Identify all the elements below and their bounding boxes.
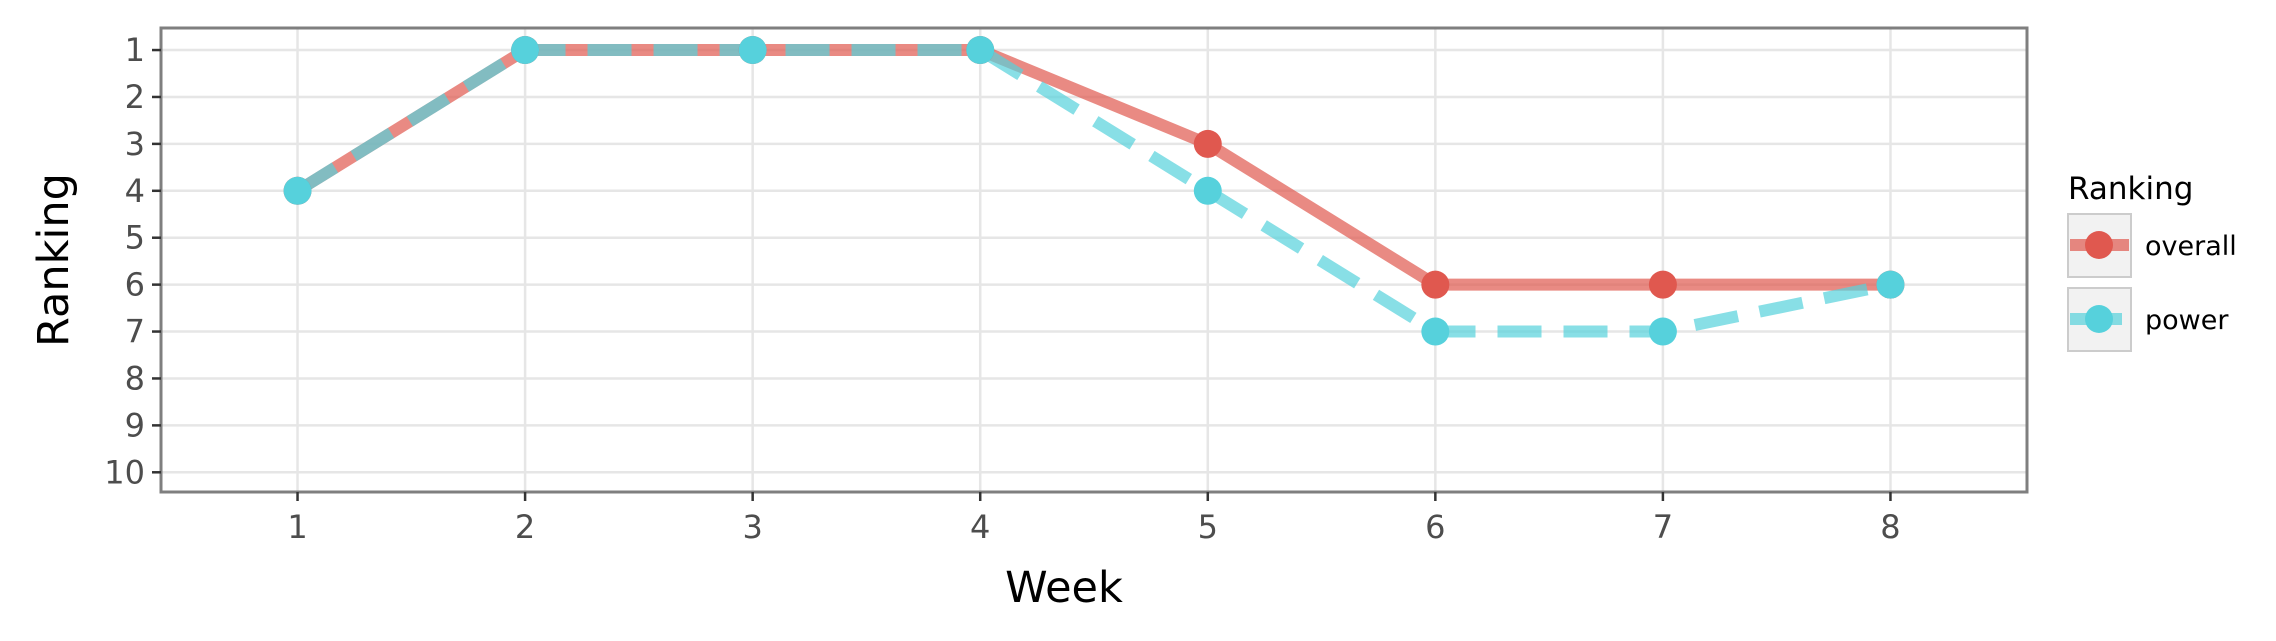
x-tick-label: 3: [742, 508, 762, 546]
x-tick-label: 6: [1425, 508, 1445, 546]
y-tick-label: 2: [125, 78, 145, 116]
y-axis-title: Ranking: [29, 173, 79, 347]
data-point-overall: [1193, 129, 1222, 158]
panel-background: [161, 28, 2027, 492]
y-tick-label: 1: [125, 31, 145, 69]
y-tick-label: 9: [125, 406, 145, 444]
legend-item-overall: overall: [2067, 213, 2237, 278]
panel-border: [159, 26, 2029, 494]
series-points: [283, 36, 1905, 346]
series-lines: [294, 44, 1892, 338]
data-point-power: [511, 36, 540, 65]
legend-key-point: [2085, 305, 2113, 333]
data-point-power: [1193, 176, 1222, 205]
x-tick-label: 4: [970, 508, 990, 546]
legend-item-power: power: [2067, 287, 2229, 352]
y-tick-label: 4: [125, 172, 145, 210]
data-point-overall: [1648, 270, 1677, 299]
data-point-power: [1876, 270, 1905, 299]
y-tick-label: 3: [125, 125, 145, 163]
data-point-power: [1421, 317, 1450, 346]
legend-label: overall: [2145, 231, 2237, 262]
y-tick-label: 7: [125, 313, 145, 351]
legend-keys: overall power: [2067, 213, 2237, 352]
legend-label: power: [2145, 305, 2229, 336]
data-point-power: [283, 176, 312, 205]
data-point-overall: [1421, 270, 1450, 299]
axis-ticks: 1 2 3 4 5 6 7 8 1 2 3 4 5 6 7 8 9 10: [104, 31, 1900, 546]
x-tick-label: 2: [515, 508, 535, 546]
x-tick-label: 5: [1198, 508, 1218, 546]
legend-title: Ranking: [2068, 171, 2193, 207]
x-tick-label: 7: [1653, 508, 1673, 546]
y-tick-label: 8: [125, 359, 145, 397]
y-tick-label: 6: [125, 266, 145, 304]
y-tick-label: 10: [104, 453, 145, 491]
y-tick-label: 5: [125, 219, 145, 257]
legend: Ranking overall power: [2067, 171, 2237, 352]
data-point-power: [1648, 317, 1677, 346]
x-axis-title: Week: [1005, 563, 1123, 613]
series-line-power: [294, 44, 1892, 338]
x-tick-label: 8: [1880, 508, 1900, 546]
x-tick-label: 1: [287, 508, 307, 546]
legend-key-point: [2085, 231, 2113, 259]
data-point-power: [966, 36, 995, 65]
data-point-power: [738, 36, 767, 65]
